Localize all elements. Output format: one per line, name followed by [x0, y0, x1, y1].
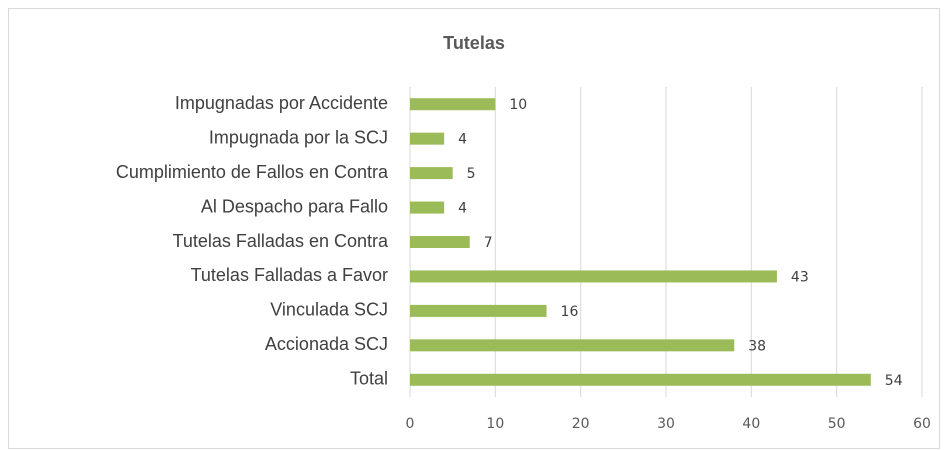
bar	[410, 98, 496, 111]
data-label: 38	[748, 338, 766, 354]
bar	[410, 201, 445, 214]
x-tick-label: 10	[486, 416, 504, 432]
bar	[410, 167, 453, 180]
x-tick-label: 30	[657, 416, 675, 432]
data-label: 5	[467, 166, 476, 182]
data-label: 16	[561, 304, 579, 320]
data-label: 43	[791, 269, 809, 285]
y-tick-label: Impugnadas por Accidente	[175, 93, 388, 113]
y-tick-label: Tutelas Falladas a Favor	[191, 265, 388, 285]
bar	[410, 236, 470, 248]
x-tick-label: 60	[913, 416, 931, 432]
chart-title: Tutelas	[443, 33, 505, 53]
y-tick-label: Al Despacho para Fallo	[201, 196, 388, 216]
x-tick-label: 40	[742, 416, 760, 432]
y-tick-label: Impugnada por la SCJ	[209, 127, 388, 147]
data-label: 4	[458, 132, 467, 148]
bar	[410, 373, 871, 386]
y-tick-label: Vinculada SCJ	[270, 300, 388, 320]
data-label: 54	[885, 373, 903, 389]
y-tick-label: Cumplimiento de Fallos en Contra	[116, 162, 389, 182]
x-tick-label: 20	[572, 416, 590, 432]
x-tick-label: 0	[406, 416, 415, 432]
y-tick-label: Total	[350, 369, 388, 389]
bar	[410, 270, 777, 283]
bar	[410, 132, 445, 145]
bar	[410, 304, 547, 317]
y-tick-label: Tutelas Falladas en Contra	[173, 231, 389, 251]
bar	[410, 339, 735, 352]
data-label: 4	[458, 201, 467, 217]
data-label: 10	[509, 97, 527, 113]
y-tick-label: Accionada SCJ	[265, 334, 388, 354]
data-label: 7	[484, 235, 493, 251]
x-tick-label: 50	[828, 416, 846, 432]
